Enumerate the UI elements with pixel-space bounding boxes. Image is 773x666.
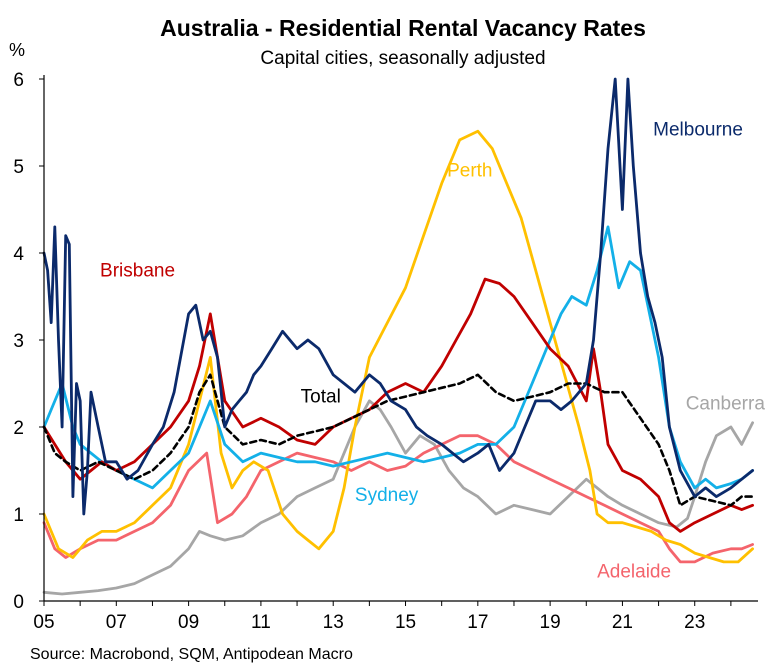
series-labels: Melbourne Perth Brisbane Total Canberra Sydne… — [100, 120, 765, 583]
x-tick-label: 09 — [178, 612, 199, 633]
series-label-sydney: Sydney — [355, 485, 419, 506]
x-tick-label: 15 — [395, 612, 416, 633]
x-tick-label: 05 — [33, 612, 54, 633]
y-tick-label: 3 — [13, 331, 24, 352]
chart-subtitle: Capital cities, seasonally adjusted — [260, 48, 545, 69]
x-tick-label: 19 — [540, 612, 561, 633]
series-label-perth: Perth — [447, 160, 492, 181]
series-line-perth — [42, 129, 754, 564]
series-line-sydney — [42, 225, 754, 490]
y-unit-label: % — [9, 40, 25, 60]
series-label-adelaide: Adelaide — [597, 562, 671, 583]
chart-title: Australia - Residential Rental Vacancy R… — [160, 15, 646, 41]
x-tick-label: 23 — [684, 612, 705, 633]
source-note: Source: Macrobond, SQM, Antipodean Macro — [30, 646, 353, 663]
plot-area — [42, 77, 754, 596]
series-label-total: Total — [301, 387, 341, 408]
series-label-brisbane: Brisbane — [100, 260, 175, 281]
x-tick-label: 11 — [251, 612, 271, 633]
x-tick-label: 13 — [323, 612, 344, 633]
y-tick-label: 4 — [13, 244, 24, 265]
x-tick-label: 07 — [106, 612, 127, 633]
y-tick-label: 5 — [13, 157, 24, 178]
y-tick-label: 1 — [13, 505, 24, 526]
series-line-adelaide — [42, 434, 754, 564]
y-tick-label: 2 — [13, 418, 24, 439]
series-line-canberra — [42, 399, 754, 596]
series-line-total — [42, 373, 754, 507]
series-label-melbourne: Melbourne — [653, 120, 743, 141]
x-tick-label: 17 — [467, 612, 488, 633]
y-tick-label: 0 — [13, 592, 24, 613]
y-tick-label: 6 — [13, 70, 24, 91]
series-line-melbourne — [42, 77, 754, 516]
x-tick-label: 21 — [612, 612, 633, 633]
series-label-canberra: Canberra — [686, 394, 766, 415]
